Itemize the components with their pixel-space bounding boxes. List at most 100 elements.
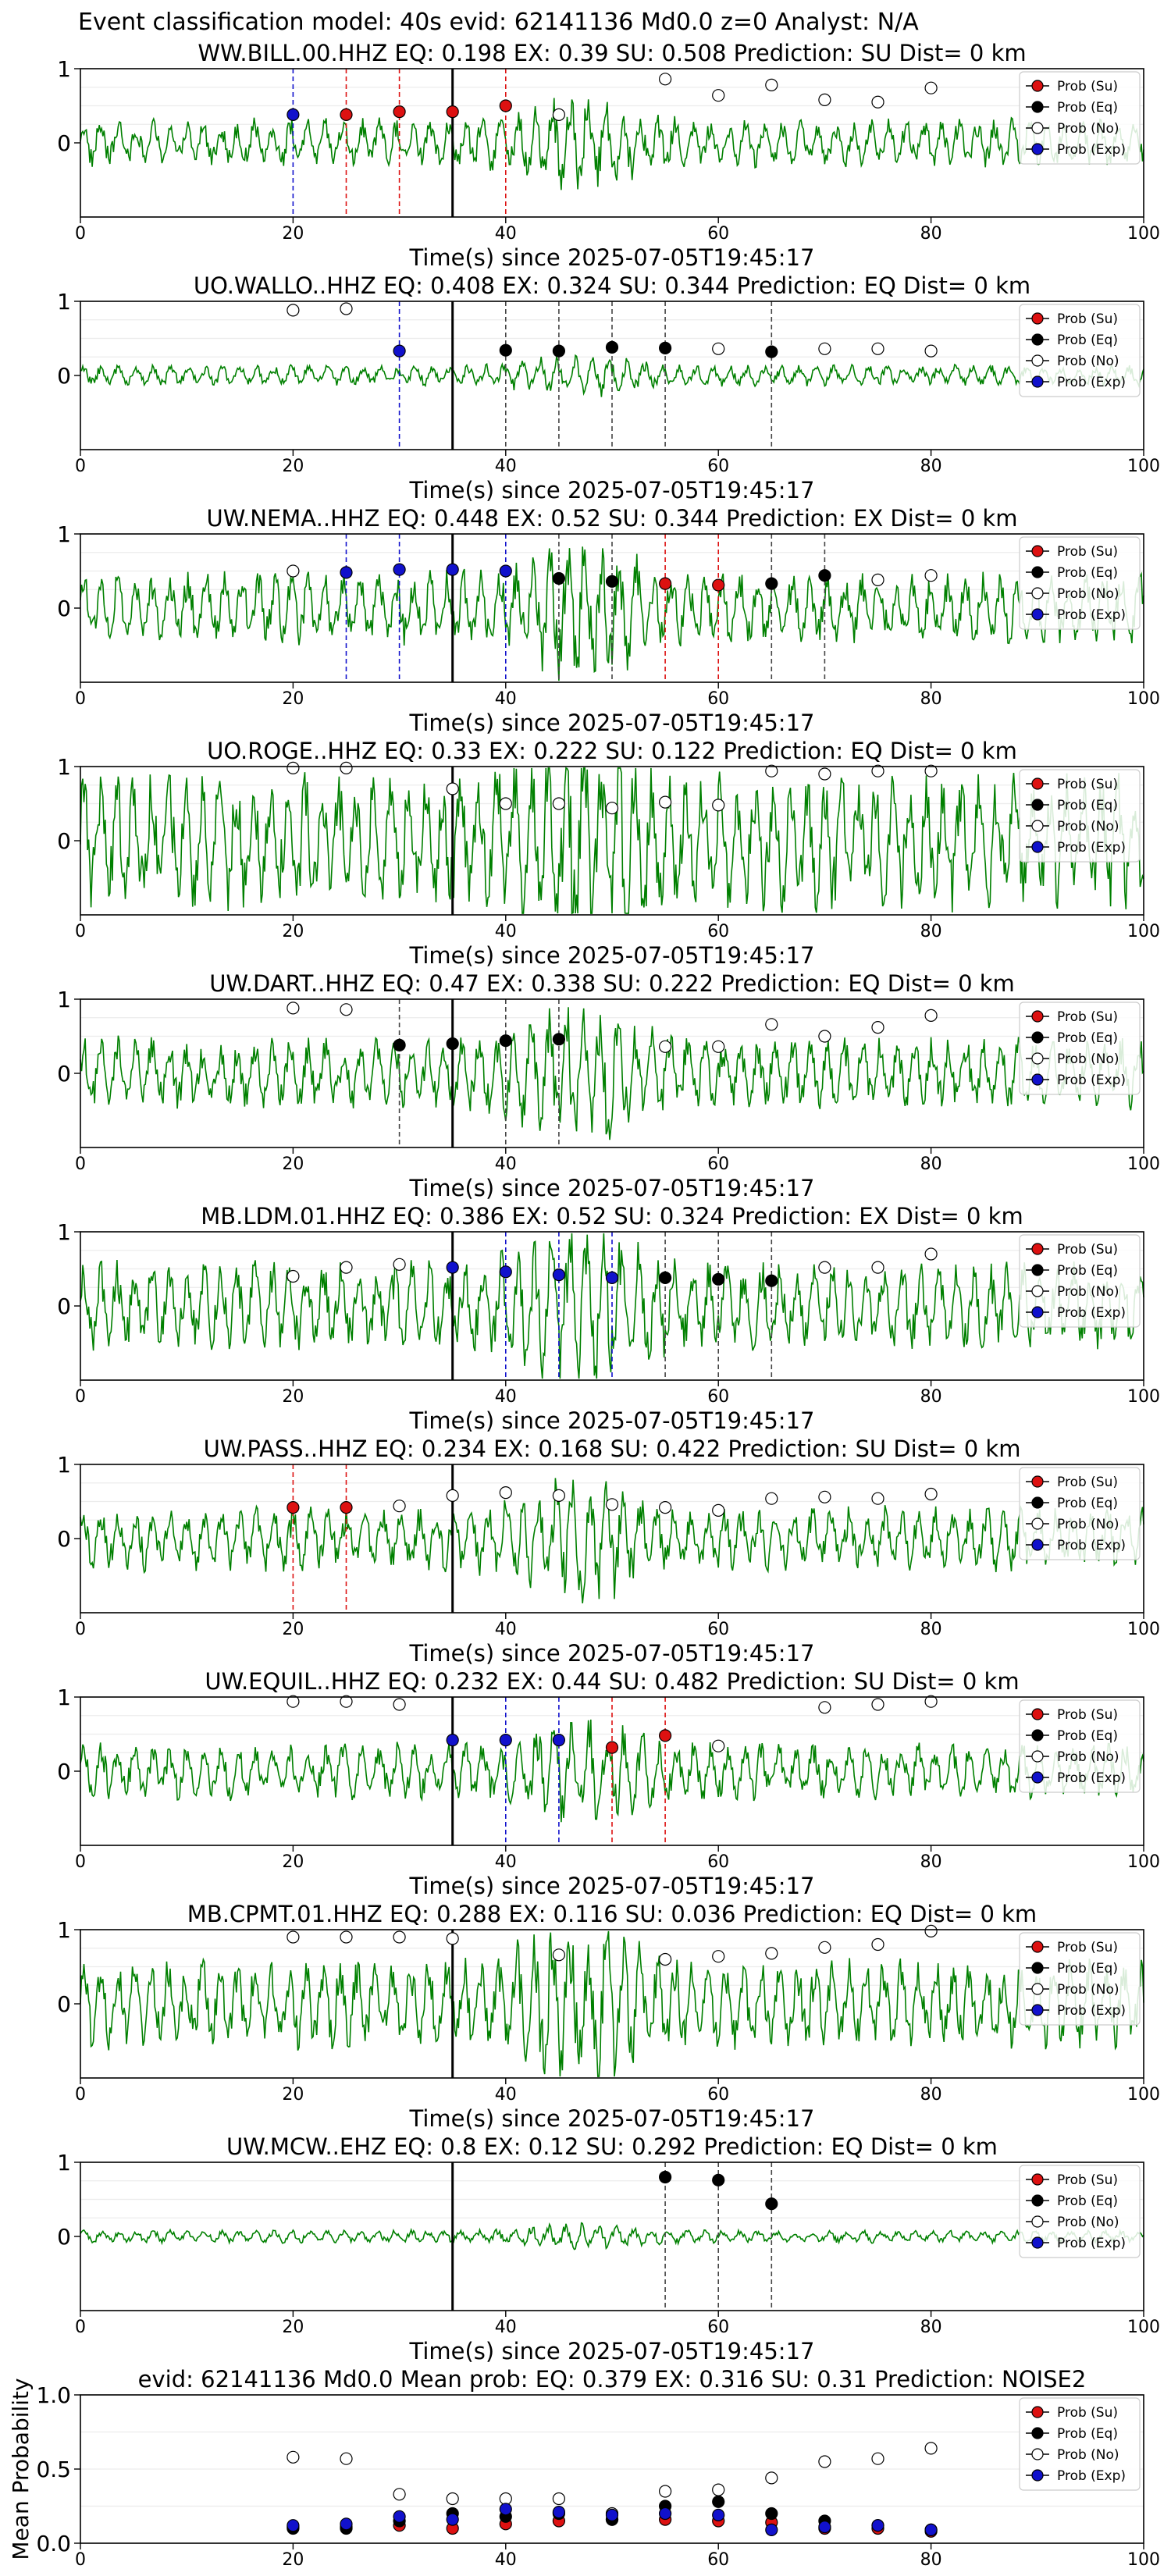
x-tick-label: 80 xyxy=(920,224,942,244)
legend-label: Prob (No) xyxy=(1057,2447,1119,2463)
mean-marker-exp xyxy=(924,2523,938,2536)
prob-marker-no xyxy=(393,1500,406,1513)
prob-marker-no xyxy=(552,108,566,121)
y-tick-label: 0 xyxy=(57,828,71,854)
y-tick-label: 1 xyxy=(57,1219,71,1245)
x-tick-label: 40 xyxy=(495,2550,517,2570)
y-tick-label: 0 xyxy=(57,1991,71,2017)
x-tick-label: 80 xyxy=(920,1852,942,1872)
x-tick-label: 40 xyxy=(495,1852,517,1872)
prob-marker-no xyxy=(818,1030,831,1043)
legend-marker-exp xyxy=(1031,143,1044,155)
x-tick-label: 80 xyxy=(920,689,942,709)
mean-marker-exp xyxy=(605,2508,619,2521)
legend-marker-exp xyxy=(1031,841,1044,853)
x-tick-label: 60 xyxy=(707,2318,729,2337)
prob-marker-no xyxy=(340,1003,353,1016)
mean-marker-no xyxy=(340,2452,353,2465)
legend-marker-eq xyxy=(1031,2194,1044,2207)
x-tick-label: 0 xyxy=(75,1620,86,1639)
prob-marker-no xyxy=(818,1941,831,1954)
legend-marker-exp xyxy=(1031,375,1044,388)
legend-label: Prob (Exp) xyxy=(1057,1538,1126,1553)
prob-marker-no xyxy=(658,1500,672,1514)
subplot-title: UW.DART..HHZ EQ: 0.47 EX: 0.338 SU: 0.22… xyxy=(209,970,1015,997)
x-tick-label: 80 xyxy=(920,1387,942,1407)
legend-label: Prob (No) xyxy=(1057,354,1119,369)
legend-marker-su xyxy=(1031,1708,1044,1720)
mean-marker-exp xyxy=(393,2510,406,2523)
prob-marker-eq xyxy=(712,2173,725,2186)
prob-marker-no xyxy=(924,1009,938,1023)
prob-marker-no xyxy=(499,1485,512,1500)
legend-box xyxy=(1019,304,1141,397)
legend-label: Prob (No) xyxy=(1057,819,1119,834)
legend: Prob (Su) Prob (Eq) Prob (No) Prob (Exp) xyxy=(1019,71,1141,165)
x-tick-label: 20 xyxy=(282,1387,304,1407)
y-tick-label: 1 xyxy=(57,289,71,315)
prob-marker-eq xyxy=(765,577,778,590)
x-tick-label: 100 xyxy=(1127,2085,1160,2105)
prob-marker-no xyxy=(287,1695,300,1708)
legend-marker-no xyxy=(1031,820,1044,832)
legend: Prob (Su) Prob (Eq) Prob (No) Prob (Exp) xyxy=(1019,536,1141,630)
mean-marker-no xyxy=(446,2492,459,2506)
x-axis-label: Time(s) since 2025-07-05T19:45:17 xyxy=(409,1407,815,1434)
prob-marker-no xyxy=(605,802,619,815)
prob-marker-exp xyxy=(499,1734,512,1747)
legend-label: Prob (Eq) xyxy=(1057,100,1118,116)
legend-box xyxy=(1019,71,1141,165)
legend-label: Prob (Exp) xyxy=(1057,1770,1126,1786)
mean-marker-no xyxy=(765,2471,778,2485)
subplot-mean-probability: evid: 62141136 Md0.0 Mean prob: EQ: 0.37… xyxy=(8,2366,1160,2570)
prob-marker-su xyxy=(499,99,512,112)
prob-marker-eq xyxy=(499,343,512,357)
legend-marker-no xyxy=(1031,2215,1044,2228)
x-tick-label: 60 xyxy=(707,1387,729,1407)
prob-marker-no xyxy=(924,81,938,94)
legend-label: Prob (Exp) xyxy=(1057,607,1126,623)
y-tick-label: 1 xyxy=(57,1452,71,1478)
prob-marker-no xyxy=(393,1930,406,1944)
mean-marker-no xyxy=(658,2485,672,2498)
subplot-title: UO.ROGE..HHZ EQ: 0.33 EX: 0.222 SU: 0.12… xyxy=(207,738,1017,764)
x-tick-label: 0 xyxy=(75,457,86,476)
mean-marker-exp xyxy=(287,2519,300,2532)
prob-marker-eq xyxy=(552,344,566,358)
subplot-UO.WALLO..HHZ: UO.WALLO..HHZ EQ: 0.408 EX: 0.324 SU: 0.… xyxy=(57,272,1160,503)
x-tick-label: 20 xyxy=(282,1852,304,1872)
y-tick-label: 0 xyxy=(57,363,71,389)
y-tick-label: 1.0 xyxy=(36,2382,71,2408)
legend-marker-exp xyxy=(1031,1539,1044,1551)
prob-marker-exp xyxy=(446,563,459,576)
waveform-trace xyxy=(80,546,1144,681)
legend: Prob (Su) Prob (Eq) Prob (No) Prob (Exp) xyxy=(1019,2397,1141,2491)
prob-marker-no xyxy=(499,797,512,810)
x-tick-label: 60 xyxy=(707,2550,729,2570)
legend-marker-exp xyxy=(1031,1073,1044,1086)
subplot-title: evid: 62141136 Md0.0 Mean prob: EQ: 0.37… xyxy=(138,2366,1087,2393)
legend-box xyxy=(1019,769,1141,863)
legend-label: Prob (Exp) xyxy=(1057,2468,1126,2484)
waveform-trace xyxy=(80,767,1144,915)
legend-marker-su xyxy=(1031,1243,1044,1255)
prob-marker-no xyxy=(818,93,831,107)
legend-marker-exp xyxy=(1031,608,1044,621)
prob-marker-eq xyxy=(658,341,672,354)
axes-frame xyxy=(80,2161,1144,2311)
prob-marker-no xyxy=(924,1924,938,1937)
legend-box xyxy=(1019,1234,1141,1328)
mean-marker-no xyxy=(924,2442,938,2455)
legend-label: Prob (Su) xyxy=(1057,1940,1118,1955)
x-tick-label: 40 xyxy=(495,457,517,476)
x-tick-label: 100 xyxy=(1127,1387,1160,1407)
x-tick-label: 40 xyxy=(495,1387,517,1407)
prob-marker-no xyxy=(765,764,778,777)
prob-marker-eq xyxy=(712,1272,725,1286)
prob-marker-no xyxy=(871,764,884,777)
prob-marker-no xyxy=(658,1040,672,1053)
legend: Prob (Su) Prob (Eq) Prob (No) Prob (Exp) xyxy=(1019,769,1141,863)
x-tick-label: 60 xyxy=(707,1620,729,1639)
prob-marker-no xyxy=(871,573,884,587)
prob-marker-no xyxy=(340,302,353,315)
